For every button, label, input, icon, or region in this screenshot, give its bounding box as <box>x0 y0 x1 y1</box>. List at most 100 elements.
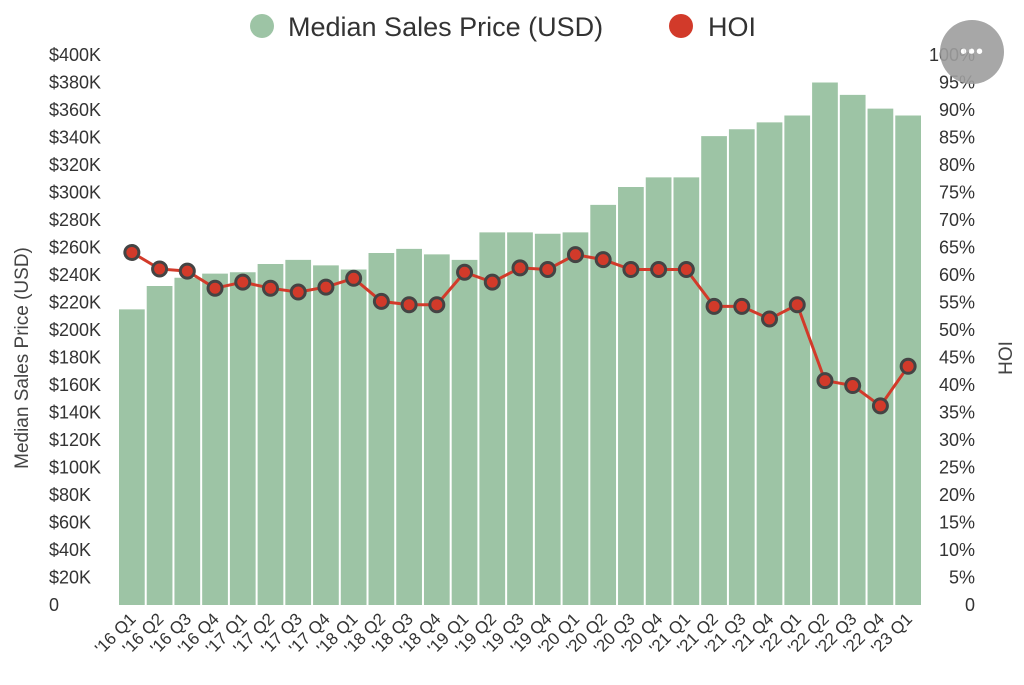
right-tick-label: 60% <box>939 265 975 285</box>
right-tick-label: 90% <box>939 100 975 120</box>
hoi-point[interactable] <box>511 259 529 277</box>
right-tick-label: 5% <box>949 568 975 588</box>
right-tick-label: 75% <box>939 183 975 203</box>
hoi-point[interactable] <box>428 296 446 314</box>
hoi-point[interactable] <box>650 261 668 278</box>
hoi-point[interactable] <box>844 377 862 395</box>
left-tick-label: $360K <box>49 100 101 120</box>
right-tick-label: 85% <box>939 128 975 148</box>
left-tick-label: $120K <box>49 430 101 450</box>
right-tick-label: 35% <box>939 403 975 423</box>
hoi-point[interactable] <box>151 260 169 278</box>
bar[interactable] <box>202 273 228 605</box>
hoi-point[interactable] <box>261 279 279 297</box>
left-tick-label: $100K <box>49 458 101 478</box>
bar[interactable] <box>867 108 894 605</box>
left-tick-label: $60K <box>49 513 91 533</box>
left-axis: 0 $20K $40K $60K $80K $100K $120K $140K $160K $18… <box>49 45 101 615</box>
bar-series <box>119 82 921 606</box>
bar[interactable] <box>368 253 395 605</box>
hoi-point[interactable] <box>483 273 501 291</box>
hoi-point[interactable] <box>761 310 779 328</box>
right-tick-label: 30% <box>939 430 975 450</box>
bar[interactable] <box>618 187 644 605</box>
bar[interactable] <box>673 177 700 605</box>
hoi-point[interactable] <box>677 261 695 278</box>
bar[interactable] <box>534 233 561 605</box>
legend-label-bar[interactable]: Median Sales Price (USD) <box>288 12 603 42</box>
bar[interactable] <box>119 309 145 605</box>
bar[interactable] <box>479 232 506 605</box>
hoi-point[interactable] <box>317 278 335 296</box>
legend-label-line[interactable]: HOI <box>708 12 756 42</box>
bar[interactable] <box>701 136 727 605</box>
left-tick-label: $320K <box>49 155 101 175</box>
hoi-point[interactable] <box>178 262 196 280</box>
hoi-point[interactable] <box>871 397 889 415</box>
left-tick-label: $340K <box>49 128 101 148</box>
hoi-point[interactable] <box>594 251 612 269</box>
left-tick-label: $240K <box>49 265 101 285</box>
legend: Median Sales Price (USD) HOI <box>250 12 756 42</box>
right-tick-label: 45% <box>939 348 975 368</box>
legend-swatch-bar <box>250 14 274 38</box>
bar[interactable] <box>728 129 755 605</box>
right-tick-label: 20% <box>939 485 975 505</box>
bar[interactable] <box>257 264 284 605</box>
left-tick-label: $280K <box>49 210 101 230</box>
legend-swatch-line <box>669 14 693 38</box>
left-tick-label: $400K <box>49 45 101 65</box>
right-tick-label: 70% <box>939 210 975 230</box>
x-axis: '16 Q1'16 Q2'16 Q3'16 Q4'17 Q1'17 Q2'17 … <box>91 609 916 657</box>
ellipsis-icon: ••• <box>959 41 984 63</box>
hoi-point[interactable] <box>539 261 557 278</box>
hoi-point[interactable] <box>788 296 806 314</box>
bar[interactable] <box>229 272 256 605</box>
hoi-point[interactable] <box>400 296 418 314</box>
hoi-point[interactable] <box>345 269 363 287</box>
hoi-point[interactable] <box>622 261 640 278</box>
hoi-point[interactable] <box>289 283 307 301</box>
bar[interactable] <box>285 259 312 605</box>
hoi-point[interactable] <box>206 279 224 297</box>
right-tick-label: 65% <box>939 238 975 258</box>
left-tick-label: $380K <box>49 73 101 93</box>
bar[interactable] <box>784 115 811 606</box>
right-tick-label: 50% <box>939 320 975 340</box>
right-tick-label: 10% <box>939 540 975 560</box>
hoi-point[interactable] <box>705 297 723 315</box>
bar[interactable] <box>812 82 838 606</box>
left-tick-label: $40K <box>49 540 91 560</box>
hoi-point[interactable] <box>456 263 474 281</box>
bar[interactable] <box>340 269 367 606</box>
bar[interactable] <box>645 177 672 605</box>
bar[interactable] <box>313 265 339 605</box>
right-axis: 0 5% 10% 15% 20% 25% 30% 35% 40% 45% 50% 55% 60% 65% 7… <box>929 45 975 615</box>
bar[interactable] <box>451 259 478 605</box>
right-tick-label: 15% <box>939 513 975 533</box>
hoi-point[interactable] <box>234 273 252 291</box>
hoi-point[interactable] <box>566 246 584 264</box>
hoi-point[interactable] <box>123 243 141 261</box>
bar[interactable] <box>562 232 589 605</box>
right-tick-label: 40% <box>939 375 975 395</box>
right-tick-label: 80% <box>939 155 975 175</box>
left-tick-label: $180K <box>49 348 101 368</box>
bar[interactable] <box>146 286 173 605</box>
right-axis-title: HOI <box>996 341 1017 375</box>
hoi-point[interactable] <box>899 357 917 375</box>
left-tick-label: $160K <box>49 375 101 395</box>
bar[interactable] <box>507 232 533 605</box>
more-options-button[interactable]: ••• <box>940 20 1004 84</box>
left-tick-label: 0 <box>49 595 59 615</box>
bar[interactable] <box>756 122 783 605</box>
bar[interactable] <box>839 94 866 605</box>
line-series <box>123 243 917 415</box>
bar[interactable] <box>174 277 201 605</box>
hoi-point[interactable] <box>372 292 390 310</box>
hoi-point[interactable] <box>816 372 834 390</box>
hoi-point[interactable] <box>733 297 751 315</box>
bar[interactable] <box>590 204 617 605</box>
left-tick-label: $20K <box>49 568 91 588</box>
